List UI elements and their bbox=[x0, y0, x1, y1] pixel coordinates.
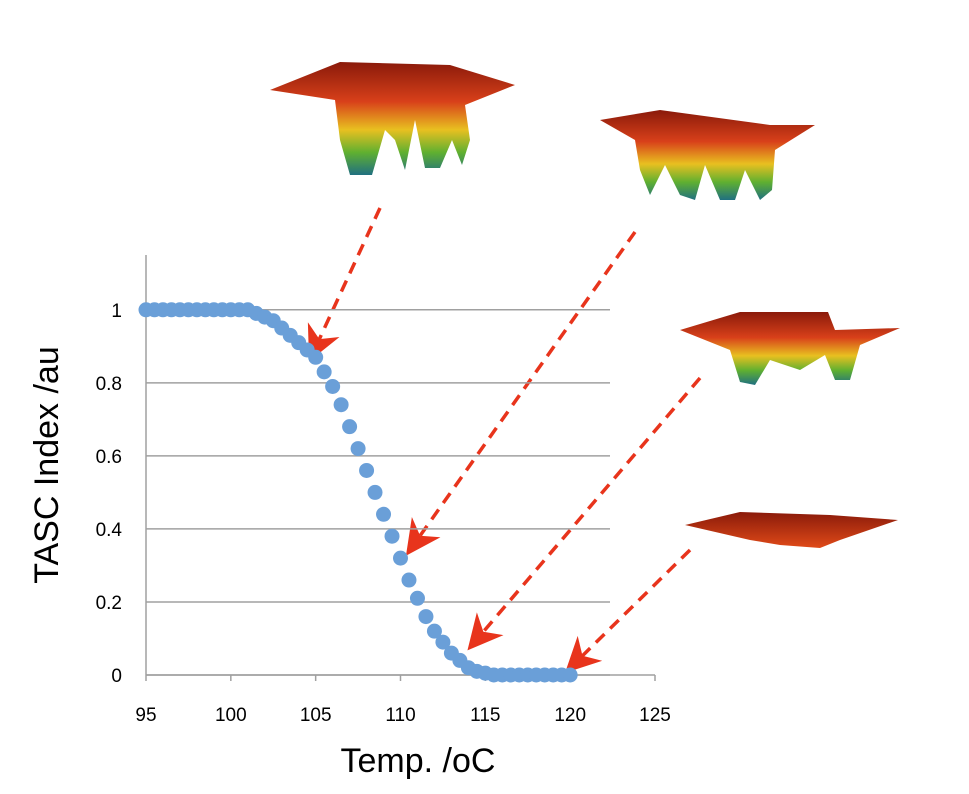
x-tick-label: 120 bbox=[554, 705, 586, 726]
x-axis-label: Temp. /oC bbox=[341, 742, 496, 780]
y-tick-label: 0.6 bbox=[96, 447, 122, 468]
data-point bbox=[409, 590, 425, 606]
data-point bbox=[342, 419, 358, 435]
x-tick-label: 105 bbox=[300, 705, 332, 726]
x-tick-label: 110 bbox=[385, 705, 415, 726]
data-point bbox=[359, 462, 375, 478]
y-tick-label: 0.2 bbox=[96, 593, 122, 614]
data-point bbox=[435, 634, 451, 650]
x-tick-label: 115 bbox=[470, 705, 500, 726]
data-point bbox=[426, 623, 442, 639]
y-axis-label: TASC Index /au bbox=[28, 346, 66, 584]
surface-images bbox=[270, 62, 900, 548]
data-point bbox=[333, 397, 349, 413]
data-point bbox=[350, 441, 366, 457]
data-point bbox=[308, 349, 324, 365]
data-point bbox=[393, 550, 408, 566]
arrows bbox=[307, 207, 702, 673]
data-point bbox=[376, 506, 392, 522]
data-point bbox=[384, 528, 400, 544]
x-tick-label: 95 bbox=[135, 705, 156, 726]
y-tick-label: 0.8 bbox=[96, 374, 122, 395]
y-tick-label: 0 bbox=[111, 666, 122, 687]
data-point bbox=[325, 378, 341, 394]
x-tick-label: 100 bbox=[215, 705, 247, 726]
y-tick-label: 1 bbox=[111, 301, 122, 322]
data-point bbox=[367, 484, 383, 500]
x-tick-label: 125 bbox=[639, 705, 671, 726]
data-point bbox=[562, 667, 578, 683]
data-point bbox=[401, 572, 417, 588]
data-point bbox=[418, 609, 434, 625]
data-point bbox=[316, 364, 332, 380]
y-tick-label: 0.4 bbox=[96, 520, 123, 541]
